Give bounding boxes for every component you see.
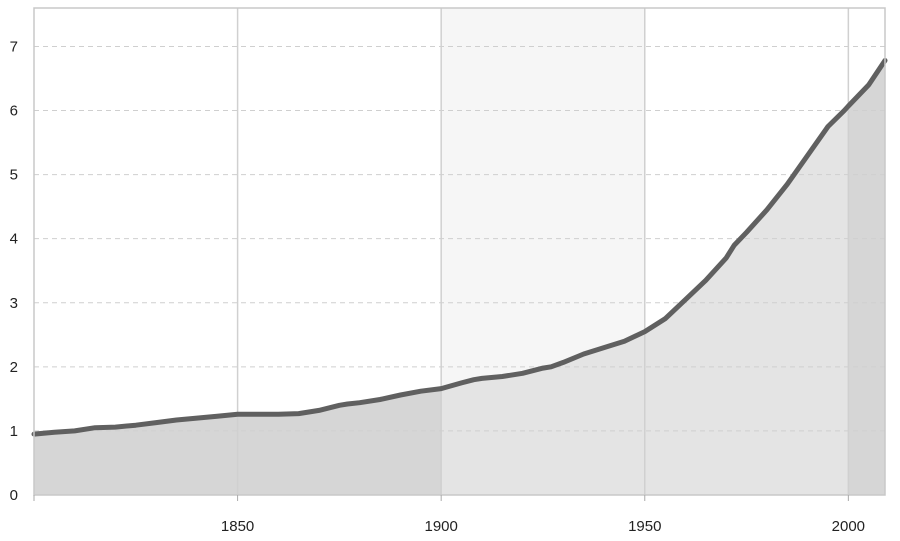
area-fills (34, 60, 885, 496)
y-tick-label-0: 0 (10, 487, 18, 504)
x-tick-label-1850: 1850 (221, 518, 254, 535)
plot-border (33, 7, 886, 496)
x-tick-label-1950: 1950 (628, 518, 661, 535)
area-fill-2000-2009 (848, 60, 885, 495)
y-tick-label-7: 7 (10, 38, 18, 55)
series-line (31, 58, 888, 437)
y-tick-label-5: 5 (10, 167, 18, 184)
y-tick-label-4: 4 (10, 231, 18, 248)
grid-lines (34, 8, 885, 495)
x-tick-label-1900: 1900 (424, 518, 457, 535)
series-line-group (31, 58, 888, 437)
tick-labels: 0 1 2 3 4 5 6 7 1850 1900 1950 2000 (10, 38, 865, 535)
axes (33, 7, 886, 501)
y-tick-label-6: 6 (10, 103, 18, 120)
y-tick-label-3: 3 (10, 295, 18, 312)
area-fill-1950-2000 (644, 106, 849, 496)
area-fill-1900-1950 (441, 331, 645, 495)
y-tick-label-1: 1 (10, 423, 18, 440)
x-tick-label-2000: 2000 (832, 518, 865, 535)
y-tick-label-2: 2 (10, 359, 18, 376)
